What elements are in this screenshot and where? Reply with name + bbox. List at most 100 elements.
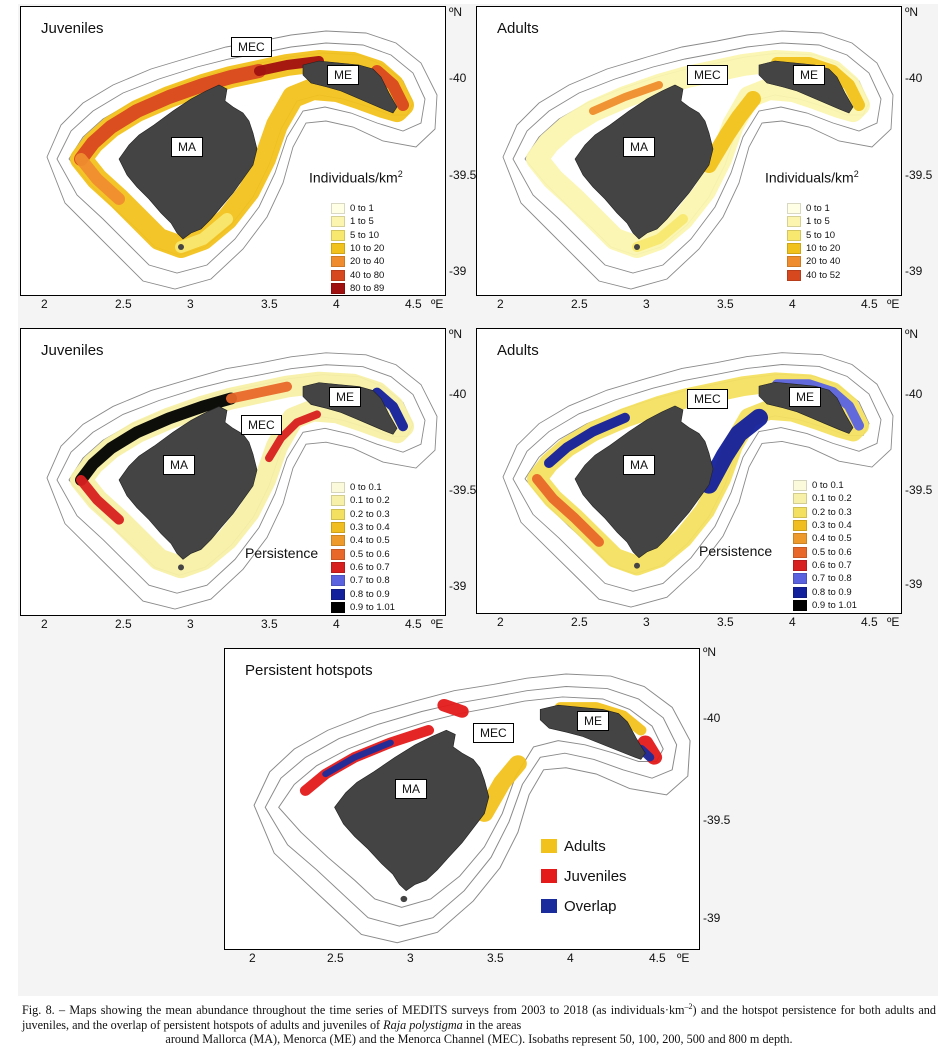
isobath-line-2 xyxy=(512,42,882,274)
caption-text-3: in the areas xyxy=(462,1017,522,1032)
legend-swatch xyxy=(331,256,345,268)
legend-item: 0.6 to 0.7 xyxy=(331,561,395,574)
legend-swatch xyxy=(541,899,557,913)
lat-tick-label: -39.5 xyxy=(449,483,477,497)
area-label-mec: MEC xyxy=(687,65,728,85)
legend-swatch xyxy=(331,535,345,547)
lon-unit-label: ºE xyxy=(677,951,690,965)
legend-swatch xyxy=(331,548,345,560)
legend-label: 0 to 0.1 xyxy=(812,480,844,492)
lon-tick-label: 3 xyxy=(407,951,414,965)
map-canvas xyxy=(46,352,438,610)
band-southwest xyxy=(76,474,124,525)
legend-swatch xyxy=(331,269,345,281)
lon-tick-label: 4.5 xyxy=(405,617,422,631)
legend-swatch xyxy=(787,229,801,241)
band-channel xyxy=(701,91,761,173)
legend-swatch xyxy=(793,599,807,611)
legend-item: 0.3 to 0.4 xyxy=(331,521,395,534)
lon-tick-label: 4 xyxy=(789,615,796,629)
legend-swatch xyxy=(331,216,345,228)
legend-label: 80 to 89 xyxy=(350,282,385,294)
legend-item: 40 to 52 xyxy=(787,268,840,281)
lon-tick-label: 3.5 xyxy=(261,617,278,631)
legend-item: 0.7 to 0.8 xyxy=(793,572,857,585)
legend-label: 0.7 to 0.8 xyxy=(812,573,852,585)
lat-tick-label: -39 xyxy=(905,264,923,278)
mallorca-island xyxy=(574,84,714,240)
legend-swatch xyxy=(793,559,807,571)
cabrera-island xyxy=(178,564,184,571)
legend-item: Juveniles xyxy=(541,861,627,891)
legend-title: Persistence xyxy=(699,543,773,559)
panel-title: Juveniles xyxy=(41,20,104,37)
lat-tick-label: -40 xyxy=(449,387,467,401)
panel-title: Adults xyxy=(497,20,539,37)
cabrera-island xyxy=(634,244,640,250)
band-menorca xyxy=(772,379,864,431)
lon-tick-label: 3 xyxy=(643,615,650,629)
map-panel-juveniles-abundance: Juveniles MA MEC ME 2 2.5 3 3.5 4 4.5 ºE -40 -39.5 -… xyxy=(20,5,476,311)
legend-item: 0.2 to 0.3 xyxy=(331,508,395,521)
menorca-island xyxy=(539,704,646,760)
legend-swatch xyxy=(787,269,801,281)
area-label-ma: MA xyxy=(395,779,427,799)
legend-swatch xyxy=(331,588,345,600)
lon-unit-label: ºE xyxy=(887,615,900,629)
area-label-me: ME xyxy=(789,387,821,407)
lon-tick-label: 3 xyxy=(187,617,194,631)
legend-item: 1 to 5 xyxy=(787,215,840,228)
legend-label: 0.8 to 0.9 xyxy=(812,586,852,598)
menorca-island xyxy=(758,60,854,114)
legend: Adults Juveniles Overlap xyxy=(541,831,627,921)
isobath-line-1 xyxy=(502,30,894,290)
band-menorca xyxy=(771,57,865,111)
legend-swatch xyxy=(331,575,345,587)
figure-caption: Fig. 8. – Maps showing the mean abundanc… xyxy=(22,1000,936,1047)
legend-item: 0.7 to 0.8 xyxy=(331,574,395,587)
legend-item: 0 to 0.1 xyxy=(793,479,857,492)
band-mec-north xyxy=(226,381,292,404)
legend-item: 0.8 to 0.9 xyxy=(331,587,395,600)
legend-item: 80 to 89 xyxy=(331,282,384,295)
band-menorca-east xyxy=(371,65,409,111)
band-adults-channel xyxy=(475,755,527,822)
area-label-mec: MEC xyxy=(687,389,728,409)
lon-tick-label: 4.5 xyxy=(861,297,878,311)
menorca-island xyxy=(758,381,854,434)
lat-tick-label: -40 xyxy=(449,71,467,85)
lon-tick-label: 3.5 xyxy=(717,615,734,629)
map-canvas xyxy=(502,352,894,608)
lon-tick-label: 3 xyxy=(187,297,194,311)
isobath-line-2 xyxy=(264,686,678,927)
legend-label: 0 to 0.1 xyxy=(350,482,382,494)
panel-title: Adults xyxy=(497,342,539,359)
band-channel xyxy=(700,408,768,494)
lon-tick-label: 4 xyxy=(567,951,574,965)
legend-label: 0.7 to 0.8 xyxy=(350,575,390,587)
lon-tick-label: 2.5 xyxy=(571,297,588,311)
lat-tick-label: -40 xyxy=(905,387,923,401)
panel-title: Persistent hotspots xyxy=(245,662,373,679)
map-panel-adults-persistence: Adults MA MEC ME 2 2.5 3 3.5 4 4.5 ºE -40 -39.5 -39 º… xyxy=(476,327,932,629)
legend-swatch xyxy=(793,480,807,492)
lat-tick-label: -39 xyxy=(905,577,923,591)
cabrera-island xyxy=(178,244,184,250)
lat-unit-label: ºN xyxy=(449,5,463,19)
area-label-mec: MEC xyxy=(241,415,282,435)
isobath-line-1 xyxy=(46,30,438,290)
legend-swatch xyxy=(793,546,807,558)
lat-tick-label: -39 xyxy=(703,911,721,925)
legend-item: 20 to 40 xyxy=(787,255,840,268)
legend-item: 5 to 10 xyxy=(331,229,384,242)
area-label-ma: MA xyxy=(623,455,655,475)
area-label-me: ME xyxy=(329,387,361,407)
band-juveniles-mec xyxy=(437,698,469,718)
lon-tick-label: 4.5 xyxy=(861,615,878,629)
legend-label: 5 to 10 xyxy=(806,229,836,241)
menorca-island xyxy=(302,382,398,435)
map-panel-juveniles-persistence: Juveniles MA MEC ME 2 2.5 3 3.5 4 4.5 ºE -40 -39.5 -… xyxy=(20,327,476,631)
legend-label: 0.9 to 1.01 xyxy=(812,599,857,611)
isobath-line-3 xyxy=(278,696,664,908)
